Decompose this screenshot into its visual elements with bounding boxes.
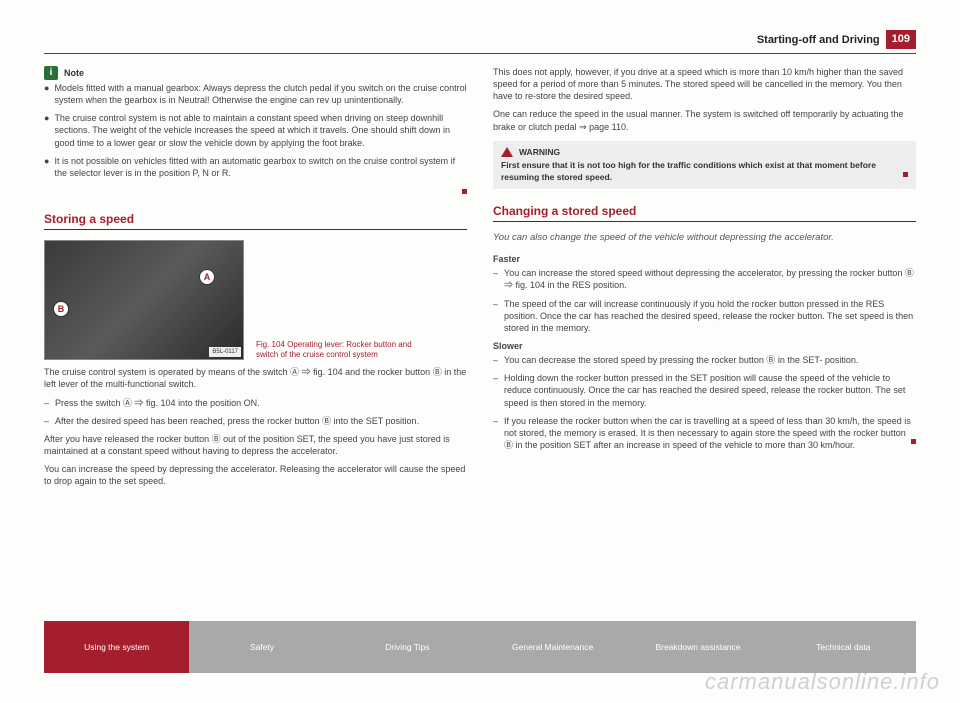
section-rule <box>493 221 916 222</box>
page-number: 109 <box>886 30 916 49</box>
paragraph: The cruise control system is operated by… <box>44 366 467 390</box>
sub-heading: Faster <box>493 253 916 265</box>
list-item: –You can decrease the stored speed by pr… <box>493 354 916 366</box>
step-text: After the desired speed has been reached… <box>55 415 419 427</box>
warning-box: WARNING First ensure that it is not too … <box>493 141 916 189</box>
section-rule <box>44 229 467 230</box>
figure-row: A B B5L-0117 Fig. 104 Operating lever: R… <box>44 240 467 360</box>
list-text: You can increase the stored speed withou… <box>504 267 916 291</box>
step-item: –After the desired speed has been reache… <box>44 415 467 427</box>
footer-tab[interactable]: Breakdown assistance <box>625 621 770 673</box>
section-heading: Changing a stored speed <box>493 203 916 219</box>
list-item: –You can increase the stored speed witho… <box>493 267 916 291</box>
paragraph: After you have released the rocker butto… <box>44 433 467 457</box>
note-text: It is not possible on vehicles fitted wi… <box>54 155 467 179</box>
callout-a: A <box>199 269 215 285</box>
section-heading: Storing a speed <box>44 211 467 227</box>
warning-icon <box>501 147 513 157</box>
footer-tab[interactable]: Driving Tips <box>335 621 480 673</box>
figure-code: B5L-0117 <box>209 347 241 357</box>
note-text: Models fitted with a manual gearbox: Alw… <box>54 82 467 106</box>
note-heading: i Note <box>44 66 467 80</box>
list-text: Holding down the rocker button pressed i… <box>504 372 916 408</box>
header-rule <box>44 53 916 54</box>
note-label: Note <box>64 67 84 79</box>
info-icon: i <box>44 66 58 80</box>
section-subtitle: You can also change the speed of the veh… <box>493 232 916 245</box>
header-bar: Starting-off and Driving 109 <box>44 30 916 49</box>
footer-tab-active[interactable]: Using the system <box>44 621 189 673</box>
content-columns: i Note ●Models fitted with a manual gear… <box>44 66 916 493</box>
note-bullet: ●The cruise control system is not able t… <box>44 112 467 148</box>
list-text: The speed of the car will increase conti… <box>504 298 916 334</box>
footer-tabs: Using the system Safety Driving Tips Gen… <box>44 621 916 673</box>
note-bullet: ●It is not possible on vehicles fitted w… <box>44 155 467 179</box>
page: Starting-off and Driving 109 i Note ●Mod… <box>0 0 960 703</box>
step-text: Press the switch Ⓐ ⇒ fig. 104 into the p… <box>55 397 260 409</box>
warning-label: WARNING <box>519 147 560 158</box>
step-item: –Press the switch Ⓐ ⇒ fig. 104 into the … <box>44 397 467 409</box>
paragraph: One can reduce the speed in the usual ma… <box>493 108 916 132</box>
list-text: If you release the rocker button when th… <box>504 415 916 451</box>
note-text: The cruise control system is not able to… <box>54 112 467 148</box>
right-column: This does not apply, however, if you dri… <box>493 66 916 493</box>
footer-tab[interactable]: General Maintenance <box>480 621 625 673</box>
section-end <box>44 185 467 197</box>
figure-image: A B B5L-0117 <box>44 240 244 360</box>
note-bullet: ●Models fitted with a manual gearbox: Al… <box>44 82 467 106</box>
left-column: i Note ●Models fitted with a manual gear… <box>44 66 467 493</box>
list-item: – If you release the rocker button when … <box>493 415 916 451</box>
list-item: –The speed of the car will increase cont… <box>493 298 916 334</box>
figure-caption: Fig. 104 Operating lever: Rocker button … <box>256 340 436 361</box>
list-item: –Holding down the rocker button pressed … <box>493 372 916 408</box>
warning-heading: WARNING <box>501 147 908 158</box>
warning-text: First ensure that it is not too high for… <box>501 160 908 183</box>
callout-b: B <box>53 301 69 317</box>
footer-tab[interactable]: Safety <box>189 621 334 673</box>
sub-heading: Slower <box>493 340 916 352</box>
paragraph: You can increase the speed by depressing… <box>44 463 467 487</box>
section-title: Starting-off and Driving <box>757 34 880 46</box>
paragraph: This does not apply, however, if you dri… <box>493 66 916 102</box>
list-text: You can decrease the stored speed by pre… <box>504 354 858 366</box>
footer-tab[interactable]: Technical data <box>771 621 916 673</box>
